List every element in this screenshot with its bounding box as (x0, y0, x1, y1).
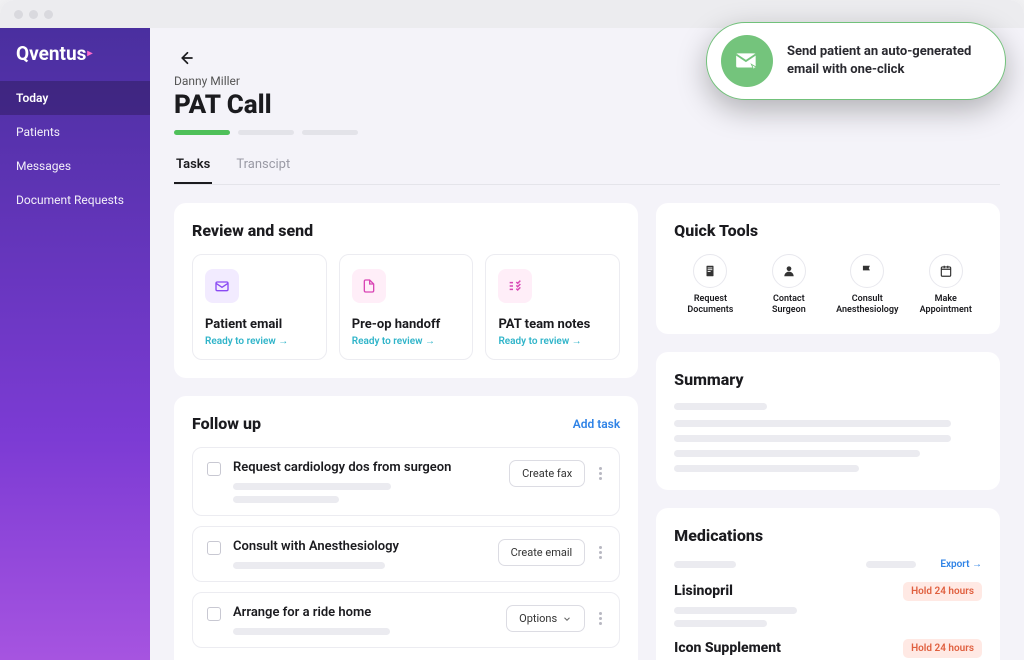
review-card-patient-email[interactable]: Patient email Ready to review → (192, 254, 327, 360)
review-title: Review and send (192, 221, 620, 240)
mail-icon (205, 269, 239, 303)
tab-tasks[interactable]: Tasks (174, 157, 212, 184)
review-card-pat-team-notes[interactable]: PAT team notes Ready to review → (485, 254, 620, 360)
task-title: Request cardiology dos from surgeon (233, 460, 497, 475)
person-icon (772, 254, 806, 288)
summary-panel: Summary (656, 352, 1000, 490)
tab-transcipt[interactable]: Transcipt (234, 157, 292, 184)
traffic-light-max[interactable] (44, 10, 53, 19)
quicktools-title: Quick Tools (674, 221, 982, 240)
doc-icon (693, 254, 727, 288)
hold-badge: Hold 24 hours (903, 639, 982, 658)
review-panel: Review and send Patient email Ready to r… (174, 203, 638, 378)
quicktool-label: MakeAppointment (910, 294, 982, 316)
card-status: Ready to review → (352, 336, 461, 347)
card-label: PAT team notes (498, 317, 607, 332)
sidebar: Qventus▸ TodayPatientsMessagesDocument R… (0, 28, 150, 660)
back-button[interactable] (174, 46, 198, 70)
skeleton-line (233, 562, 385, 569)
task-title: Arrange for a ride home (233, 605, 494, 620)
skeleton-line (674, 620, 766, 627)
export-link[interactable]: Export → (940, 559, 982, 570)
skeleton-line (674, 450, 920, 457)
followup-panel: Follow up Add task Request cardiology do… (174, 396, 638, 660)
kebab-menu[interactable] (593, 542, 605, 563)
sidebar-item-document-requests[interactable]: Document Requests (0, 183, 150, 217)
skeleton-line (233, 496, 339, 503)
task-row: Request cardiology dos from surgeon Crea… (192, 447, 620, 516)
brand-logo: Qventus▸ (0, 42, 150, 81)
task-action-button[interactable]: Create email (498, 539, 586, 566)
checklist-icon (498, 269, 532, 303)
task-action-button[interactable]: Create fax (509, 460, 585, 487)
tabs: Tasks Transcipt (174, 157, 1000, 185)
card-status: Ready to review → (498, 336, 607, 347)
task-checkbox[interactable] (207, 607, 221, 621)
traffic-light-min[interactable] (29, 10, 38, 19)
followup-title: Follow up (192, 414, 261, 433)
hold-badge: Hold 24 hours (903, 582, 982, 601)
medication-name: Lisinopril (674, 583, 733, 599)
quicktool-make-appointment[interactable]: MakeAppointment (910, 254, 982, 316)
skeleton-line (674, 420, 951, 427)
progress-segment (302, 130, 358, 135)
calendar-icon (929, 254, 963, 288)
quicktool-request-documents[interactable]: RequestDocuments (674, 254, 746, 316)
quicktool-label: RequestDocuments (674, 294, 746, 316)
medication-name: Icon Supplement (674, 640, 781, 656)
progress-bar (174, 130, 1000, 135)
skeleton-line (674, 607, 797, 614)
card-status: Ready to review → (205, 336, 314, 347)
skeleton-line (233, 483, 391, 490)
main-content: Danny Miller PAT Call TasksTranscipt Rev… (150, 28, 1024, 660)
progress-segment (174, 130, 230, 135)
mail-click-icon (721, 35, 773, 87)
skeleton-line (233, 628, 390, 635)
summary-title: Summary (674, 370, 982, 389)
card-label: Patient email (205, 317, 314, 332)
task-checkbox[interactable] (207, 462, 221, 476)
skeleton-line (866, 561, 916, 568)
traffic-light-close[interactable] (14, 10, 23, 19)
medication-row: Icon Supplement Hold 24 hours (674, 639, 982, 658)
sidebar-item-today[interactable]: Today (0, 81, 150, 115)
medications-panel: Medications Export → Lisinopril Hold 24 … (656, 508, 1000, 660)
kebab-menu[interactable] (593, 608, 605, 629)
skeleton-line (674, 465, 859, 472)
callout-text: Send patient an auto-generated email wit… (787, 43, 979, 78)
task-row: Arrange for a ride home Options (192, 592, 620, 648)
task-checkbox[interactable] (207, 541, 221, 555)
skeleton-line (674, 403, 766, 410)
review-card-pre-op-handoff[interactable]: Pre-op handoff Ready to review → (339, 254, 474, 360)
quicktools-panel: Quick Tools RequestDocuments ContactSurg… (656, 203, 1000, 334)
quicktool-contact-surgeon[interactable]: ContactSurgeon (753, 254, 825, 316)
quicktool-label: ConsultAnesthesiology (831, 294, 903, 316)
sidebar-item-messages[interactable]: Messages (0, 149, 150, 183)
document-icon (352, 269, 386, 303)
add-task-link[interactable]: Add task (573, 417, 620, 431)
card-label: Pre-op handoff (352, 317, 461, 332)
callout-bubble: Send patient an auto-generated email wit… (706, 22, 1006, 100)
flag-icon (850, 254, 884, 288)
kebab-menu[interactable] (593, 463, 605, 484)
quicktool-label: ContactSurgeon (753, 294, 825, 316)
skeleton-line (674, 435, 951, 442)
medications-title: Medications (674, 526, 982, 545)
task-row: Consult with Anesthesiology Create email (192, 526, 620, 582)
medication-row: Lisinopril Hold 24 hours (674, 582, 982, 601)
sidebar-item-patients[interactable]: Patients (0, 115, 150, 149)
skeleton-line (674, 561, 736, 568)
task-action-button[interactable]: Options (506, 605, 585, 632)
task-title: Consult with Anesthesiology (233, 539, 486, 554)
quicktool-consult-anesthesiology[interactable]: ConsultAnesthesiology (831, 254, 903, 316)
progress-segment (238, 130, 294, 135)
